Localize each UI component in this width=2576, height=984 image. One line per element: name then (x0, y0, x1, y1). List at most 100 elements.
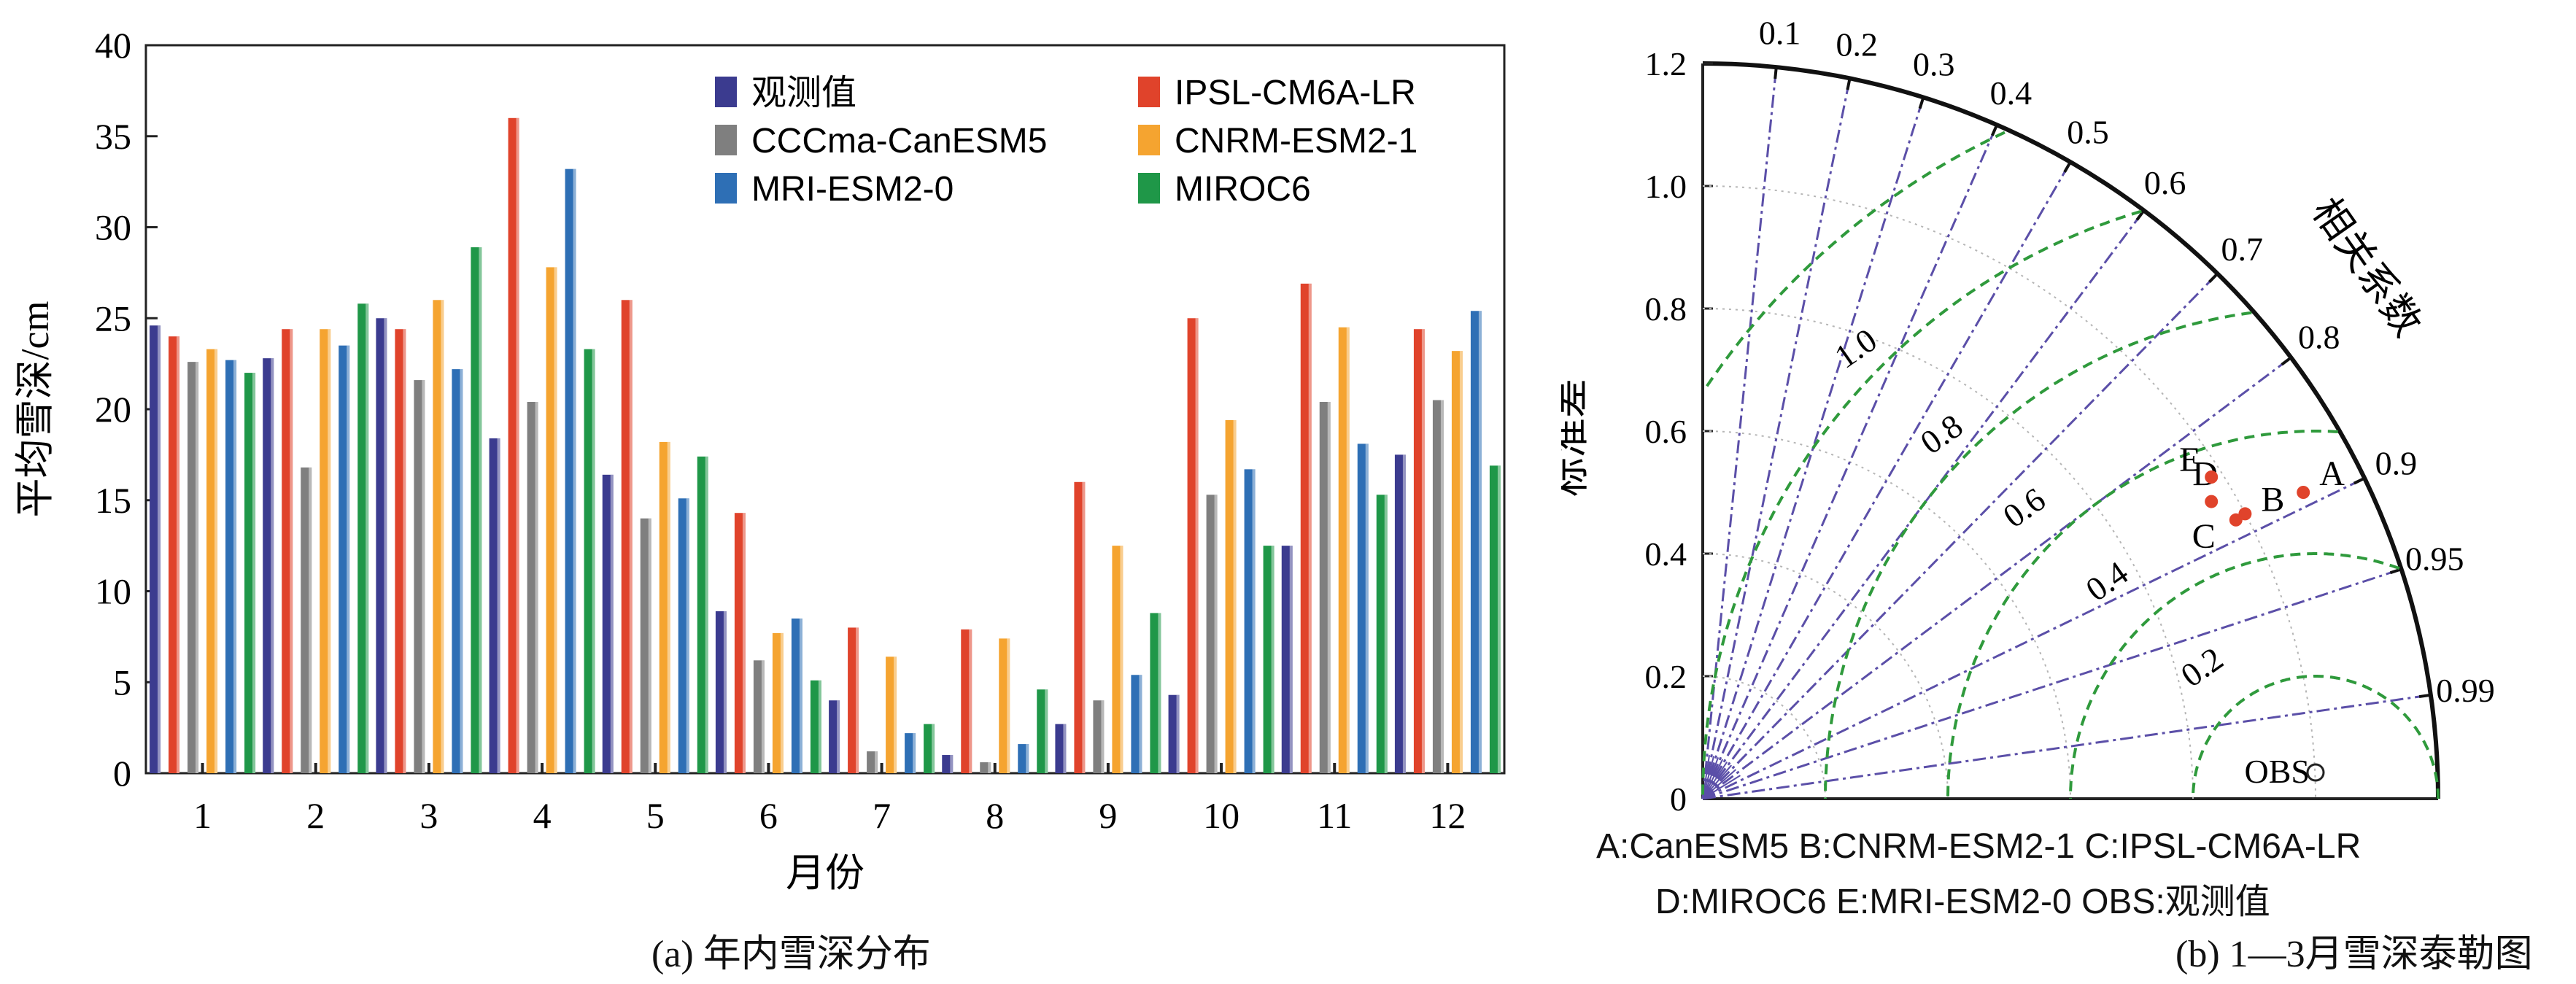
bar (1037, 689, 1048, 773)
rmsd-label: 0.4 (2079, 554, 2135, 608)
bar (1018, 744, 1029, 773)
bar-highlight (1158, 613, 1161, 773)
bar-highlight (667, 441, 670, 773)
correlation-ray (1702, 357, 2292, 800)
bar-highlight (705, 456, 708, 773)
bar-highlight (742, 513, 746, 773)
std-arc (1702, 675, 1826, 799)
bar (1093, 700, 1105, 773)
std-tick-label: 0.2 (1645, 658, 1687, 695)
std-arc (1702, 308, 2194, 799)
bar-highlight (1026, 744, 1029, 773)
legend-label: 观测值 (751, 74, 856, 112)
bar (282, 329, 293, 774)
bar (1300, 283, 1312, 774)
correlation-tick (2418, 693, 2432, 699)
rmsd-label: 0.6 (1996, 481, 2051, 535)
rmsd-arc (1701, 209, 2142, 799)
bar-highlight (1120, 546, 1123, 773)
outer-arc (1702, 61, 2440, 799)
bar (263, 358, 274, 773)
bar-highlight (1252, 469, 1256, 773)
bar (414, 380, 425, 773)
bar-highlight (1308, 283, 1312, 774)
correlation-tick-label: 0.95 (2405, 540, 2464, 577)
bar (225, 360, 237, 773)
bar-highlight (347, 345, 350, 773)
bar-highlight (1082, 481, 1086, 773)
bar-highlight (1459, 351, 1463, 773)
std-tick-label: 1.2 (1645, 45, 1687, 82)
bar-highlight (1365, 443, 1369, 773)
bar (471, 247, 482, 773)
bar-highlight (252, 373, 256, 774)
y-tick-label: 15 (95, 480, 131, 521)
bar-highlight (1139, 675, 1142, 773)
correlation-tick (2208, 272, 2219, 283)
correlation-ray (1701, 66, 1778, 799)
bar (621, 300, 633, 773)
bar (1413, 329, 1425, 774)
bar (357, 303, 369, 773)
bar-highlight (516, 117, 519, 774)
correlation-tick-label: 0.5 (2067, 113, 2109, 150)
bar-highlight (309, 467, 312, 773)
bar-highlight (1402, 454, 1406, 773)
bar (791, 618, 802, 773)
bar-highlight (1233, 419, 1237, 773)
correlation-tick (2389, 567, 2402, 575)
bar (1376, 495, 1388, 773)
bar-highlight (233, 360, 237, 773)
bar (602, 474, 614, 773)
y-tick-label: 40 (95, 25, 131, 66)
bar-highlight (177, 336, 180, 773)
bar (1074, 481, 1086, 773)
bar-highlight (856, 627, 859, 773)
y-tick-label: 10 (95, 571, 131, 612)
y-tick-label: 30 (95, 207, 131, 248)
y-tick-label: 35 (95, 116, 131, 157)
bar (395, 329, 406, 774)
bar (1112, 546, 1123, 773)
x-tick-label: 10 (1203, 795, 1239, 836)
y-tick-label: 0 (113, 753, 131, 794)
bar (1244, 469, 1256, 773)
correlation-tick-label: 0.99 (2436, 672, 2495, 709)
bar-highlight (988, 762, 991, 773)
bar-highlight (328, 329, 331, 774)
legend-swatch (715, 77, 737, 107)
correlation-tick-label: 0.2 (1836, 26, 1878, 63)
bar-highlight (875, 751, 878, 773)
bar-highlight (913, 733, 916, 773)
correlation-ray (1702, 567, 2402, 800)
bar (640, 518, 651, 773)
bar (433, 300, 444, 773)
legend-label: CCCma-CanESM5 (751, 122, 1047, 160)
bar-highlight (932, 724, 935, 773)
bar-highlight (1440, 400, 1444, 773)
caption-b: (b) 1—3月雪深泰勒图 (2175, 934, 2533, 975)
bar-highlight (818, 680, 821, 773)
correlation-tick (2063, 161, 2072, 173)
abbreviation-line-1: A:CanESM5 B:CNRM-ESM2-1 C:IPSL-CM6A-LR (1596, 827, 2362, 866)
bar-highlight (1497, 465, 1501, 773)
correlation-tick (2353, 476, 2366, 485)
bar (697, 456, 708, 773)
bar-highlight (196, 362, 199, 773)
std-tick-label: 0 (1670, 780, 1687, 818)
bar (848, 627, 859, 773)
correlation-tick-label: 0.7 (2221, 230, 2263, 268)
bar-highlight (629, 300, 633, 773)
legend-swatch (715, 125, 737, 155)
rmsd-label: 1.0 (1827, 321, 1883, 376)
correlation-tick-label: 0.6 (2144, 164, 2186, 201)
bar-highlight (403, 329, 406, 774)
bar (187, 362, 199, 773)
rmsd-arc (1824, 311, 2252, 799)
taylor-diagram-panel: 0 0.2 0.4 0.6 0.8 1.0 1.2 标准差 0.1 0.2 0.3 0.4 0.5 0.6… (1548, 0, 2576, 980)
rmsd-label: 0.2 (2174, 640, 2229, 694)
bar (1281, 546, 1293, 773)
correlation-tick-label: 0.3 (1913, 46, 1955, 83)
model-point (2229, 513, 2243, 527)
